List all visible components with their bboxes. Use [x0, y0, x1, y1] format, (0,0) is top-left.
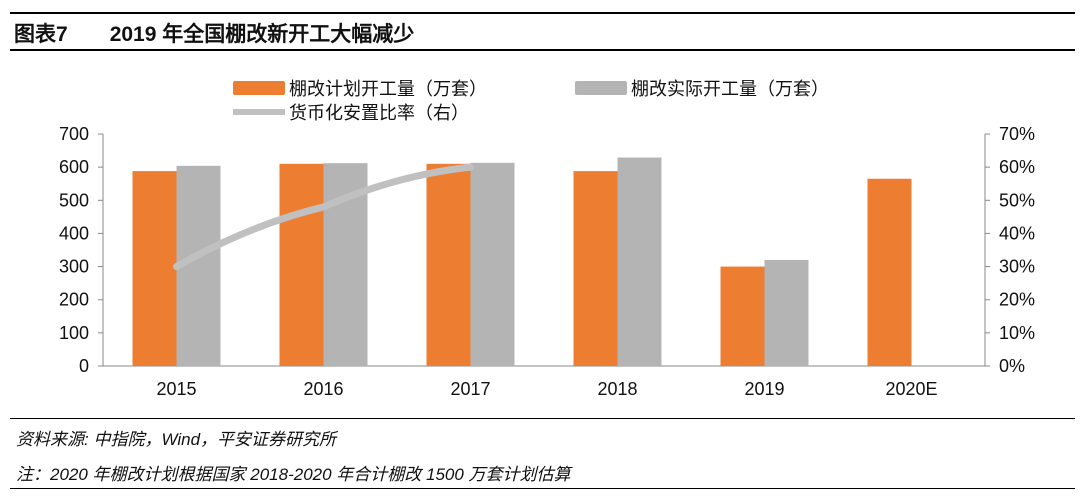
left-tick-label: 600	[59, 157, 89, 177]
legend-swatch	[233, 81, 285, 95]
left-tick-label: 500	[59, 190, 89, 210]
bar-actual	[764, 259, 809, 366]
top-rule	[10, 12, 1075, 14]
legend-label: 棚改实际开工量（万套）	[631, 79, 829, 99]
figure-title: 图表7 2019 年全国棚改新开工大幅减少	[14, 18, 456, 48]
right-tick-label: 60%	[999, 157, 1035, 177]
right-tick-label: 50%	[999, 190, 1035, 210]
bar-actual	[470, 162, 515, 366]
x-tick-label: 2018	[597, 379, 637, 399]
x-tick-label: 2016	[303, 379, 343, 399]
bar-planned	[426, 163, 471, 366]
bar-planned	[867, 178, 912, 366]
right-tick-label: 0%	[999, 356, 1025, 376]
left-tick-label: 100	[59, 323, 89, 343]
right-tick-label: 40%	[999, 223, 1035, 243]
chart: 0 100 200 300 400 500 600 700 0% 10% 20% 30% 40% 50% 6…	[59, 79, 1035, 399]
left-tick-label: 300	[59, 257, 89, 277]
source-note: 资料来源: 中指院，Wind，平安证券研究所	[16, 430, 337, 449]
bar-planned	[132, 171, 177, 366]
legend-label: 货币化安置比率（右）	[289, 103, 469, 123]
x-tick-label: 2017	[450, 379, 490, 399]
bar-planned	[279, 163, 324, 366]
x-tick-label: 2015	[156, 379, 196, 399]
title-rule	[10, 49, 1075, 51]
footnote: 注：2020 年棚改计划根据国家 2018-2020 年合计棚改 1500 万套…	[16, 465, 571, 484]
figure-label: 图表7	[14, 23, 68, 46]
right-tick-label: 10%	[999, 323, 1035, 343]
right-tick-label: 30%	[999, 257, 1035, 277]
x-tick-label: 2019	[744, 379, 784, 399]
left-tick-label: 0	[79, 356, 89, 376]
bar-planned	[720, 266, 765, 366]
right-tick-label: 20%	[999, 290, 1035, 310]
bar-actual	[617, 157, 662, 366]
source-rule	[10, 418, 1075, 419]
figure-title-text: 2019 年全国棚改新开工大幅减少	[109, 23, 415, 46]
right-tick-label: 70%	[999, 124, 1035, 144]
x-tick-label: 2020E	[885, 379, 937, 399]
legend-swatch	[575, 81, 627, 95]
bottom-rule	[10, 488, 1075, 489]
legend-label: 棚改计划开工量（万套）	[289, 79, 487, 99]
left-tick-label: 400	[59, 223, 89, 243]
bar-planned	[573, 171, 618, 366]
left-tick-label: 700	[59, 124, 89, 144]
left-tick-label: 200	[59, 290, 89, 310]
